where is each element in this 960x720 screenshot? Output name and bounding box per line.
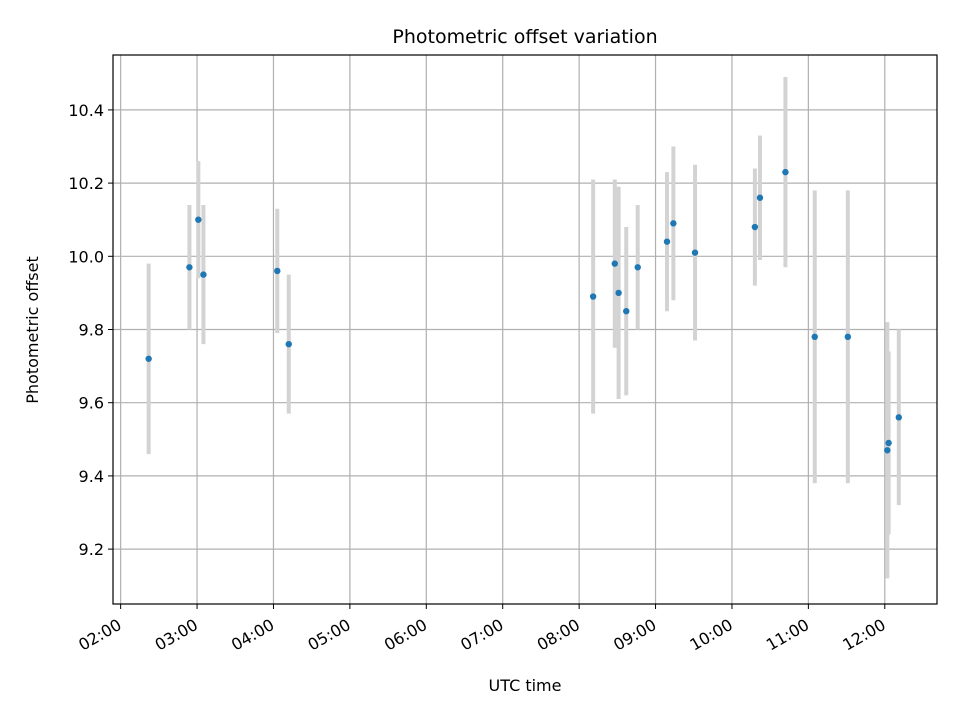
data-point [844, 333, 852, 341]
data-point [285, 340, 292, 348]
data-point [756, 194, 764, 201]
y-axis-ticks: 9.2 9.4 9.6 9.8 10.0 10.2 10.4 [68, 101, 113, 559]
data-point [751, 223, 759, 231]
chart-title: Photometric offset variation [392, 26, 657, 48]
data-point [885, 439, 892, 447]
data-point [186, 264, 193, 271]
data-point [615, 289, 622, 297]
data-point [884, 447, 891, 454]
data-point [145, 355, 152, 362]
y-axis-title: Photometric offset [23, 256, 42, 404]
data-point [782, 168, 789, 176]
data-point [670, 220, 677, 227]
y-tick-label: 10.2 [68, 174, 104, 193]
data-markers [145, 168, 902, 454]
grid-lines [113, 55, 937, 604]
data-point [274, 267, 281, 275]
x-axis-title: UTC time [489, 676, 562, 695]
y-tick-label: 9.8 [79, 321, 104, 340]
y-tick-label: 10.0 [68, 247, 104, 266]
data-point [895, 414, 902, 421]
data-point [195, 216, 202, 223]
data-point [634, 264, 641, 271]
data-point [589, 293, 597, 300]
data-point [811, 333, 818, 341]
data-point [663, 238, 671, 245]
y-tick-label: 9.6 [79, 394, 104, 413]
data-point [623, 308, 630, 315]
data-point [691, 249, 699, 256]
data-point [200, 271, 207, 278]
data-point [611, 260, 618, 267]
y-tick-label: 9.4 [79, 467, 104, 486]
y-tick-label: 9.2 [79, 540, 104, 559]
y-tick-label: 10.4 [68, 101, 104, 120]
